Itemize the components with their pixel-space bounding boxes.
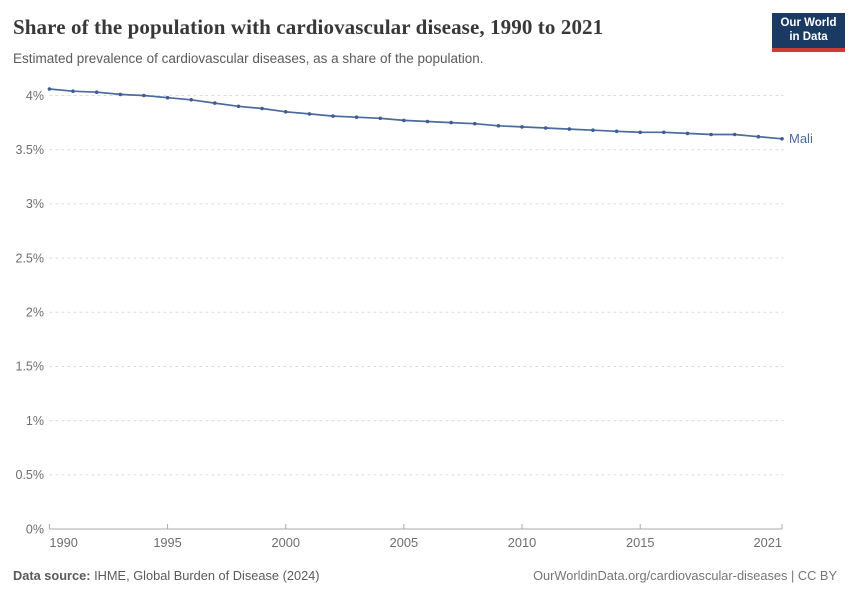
owid-logo-line2: in Data — [789, 30, 828, 43]
data-line[interactable] — [49, 88, 783, 140]
x-tick-label: 2000 — [271, 535, 299, 550]
data-point[interactable] — [378, 116, 383, 121]
y-tick-label: 0.5% — [16, 468, 45, 482]
data-point[interactable] — [473, 121, 477, 126]
data-point[interactable] — [756, 134, 761, 139]
x-tick-label: 1995 — [153, 535, 181, 550]
series-mali[interactable] — [47, 87, 784, 141]
y-tick-label: 2.5% — [16, 251, 45, 265]
data-point[interactable] — [520, 125, 524, 129]
data-source-note: Data source: IHME, Global Burden of Dise… — [13, 568, 320, 583]
data-point[interactable] — [213, 101, 217, 105]
data-point[interactable] — [354, 115, 359, 119]
gridlines — [49, 95, 784, 476]
x-axis-labels: 1990 1995 2000 2005 2010 2015 2021 — [49, 535, 782, 550]
data-point[interactable] — [614, 129, 619, 134]
x-tick-label: 1990 — [49, 535, 77, 550]
y-tick-label: 0% — [26, 522, 44, 536]
x-tick-label: 2021 — [754, 535, 782, 550]
data-point[interactable] — [260, 106, 264, 111]
y-tick-label: 1.5% — [16, 360, 45, 374]
data-point[interactable] — [425, 119, 430, 124]
y-tick-label: 2% — [26, 306, 44, 320]
chart-footer: Data source: IHME, Global Burden of Dise… — [13, 568, 837, 583]
data-point[interactable] — [591, 128, 595, 132]
data-point[interactable] — [496, 124, 501, 128]
data-point[interactable] — [543, 126, 548, 130]
data-point[interactable] — [331, 114, 335, 118]
data-point[interactable] — [236, 104, 241, 109]
data-point[interactable] — [118, 92, 123, 97]
x-tick-label: 2015 — [626, 535, 654, 550]
data-point[interactable] — [47, 87, 52, 91]
owid-url-link[interactable]: OurWorldinData.org/cardiovascular-diseas… — [533, 568, 837, 583]
x-tick-label: 2005 — [390, 535, 418, 550]
data-point[interactable] — [189, 98, 193, 102]
chart-subtitle: Estimated prevalence of cardiovascular d… — [13, 51, 484, 66]
y-axis-labels: 0% 0.5% 1% 1.5% 2% 2.5% 3% 3.5% 4% — [16, 89, 45, 536]
data-point[interactable] — [402, 118, 406, 123]
owid-logo-line1: Our World — [780, 17, 837, 29]
data-point[interactable] — [307, 112, 312, 116]
data-source-value: IHME, Global Burden of Disease (2024) — [90, 568, 320, 583]
data-point[interactable] — [638, 130, 642, 135]
y-tick-label: 3.5% — [16, 143, 45, 157]
y-tick-label: 4% — [26, 89, 44, 103]
data-point[interactable] — [283, 110, 288, 114]
data-point[interactable] — [449, 120, 453, 125]
data-point[interactable] — [780, 137, 784, 141]
data-point[interactable] — [165, 95, 170, 100]
y-tick-label: 1% — [26, 414, 44, 428]
y-tick-label: 3% — [26, 197, 44, 211]
data-point[interactable] — [94, 90, 99, 94]
owid-logo[interactable]: Our World in Data — [772, 13, 845, 52]
data-point[interactable] — [567, 127, 572, 131]
data-point[interactable] — [142, 93, 146, 98]
owid-logo-text: Our World in Data — [772, 13, 845, 48]
x-axis — [48, 524, 783, 530]
entity-label[interactable]: Mali — [789, 131, 813, 146]
data-point[interactable] — [662, 130, 666, 135]
data-point[interactable] — [685, 131, 690, 136]
chart-title: Share of the population with cardiovascu… — [13, 15, 604, 39]
data-source-label: Data source: — [13, 568, 91, 583]
x-tick-label: 2010 — [508, 535, 536, 550]
data-point[interactable] — [732, 132, 737, 137]
owid-logo-redbar — [772, 48, 845, 52]
data-point[interactable] — [71, 89, 75, 93]
data-point[interactable] — [709, 132, 713, 137]
